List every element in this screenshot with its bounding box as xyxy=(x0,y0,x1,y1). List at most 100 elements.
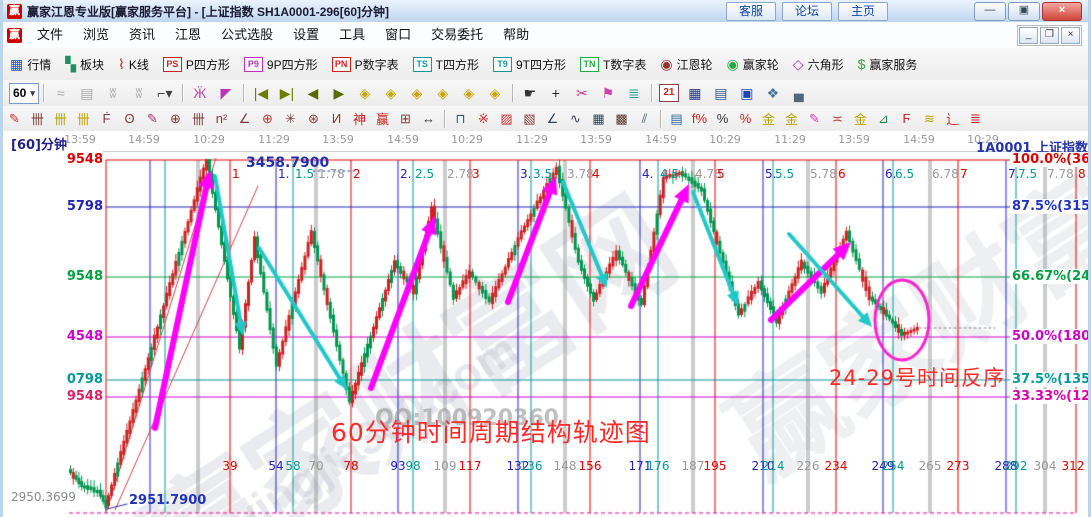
f-percent-icon[interactable]: f% xyxy=(691,111,708,126)
winner-service-button[interactable]: $ 赢家服务 xyxy=(851,56,925,73)
hatch-box-icon[interactable]: ▨ xyxy=(500,110,513,126)
export-icon[interactable]: ❖ xyxy=(766,84,780,101)
print-icon[interactable]: ▄ xyxy=(793,85,804,101)
price-chart-canvas[interactable] xyxy=(3,131,1088,517)
gold-lines-icon[interactable]: 金 xyxy=(784,112,798,127)
frame-tool-icon[interactable]: ⊓ xyxy=(455,110,466,126)
golden-ruler2-icon[interactable]: 卌 xyxy=(76,112,90,127)
zoom-left-icon[interactable]: ◈ xyxy=(359,84,371,101)
menu-help[interactable]: 帮助 xyxy=(503,27,530,42)
mdi-restore-button[interactable]: ❐ xyxy=(1040,27,1059,44)
memo-tool-icon[interactable]: ▤ xyxy=(80,84,94,101)
spiral-icon[interactable]: ʘ xyxy=(124,111,135,126)
blue-grid-icon[interactable]: ≣ xyxy=(970,110,981,126)
star-ray-icon[interactable]: ✳ xyxy=(285,110,296,126)
notebook-icon[interactable]: ▤ xyxy=(714,84,728,101)
color-fan-icon[interactable]: ◤ xyxy=(220,84,232,101)
fib-time-icon[interactable]: Ḟ xyxy=(102,111,111,126)
prev-bar-icon[interactable]: ◀ xyxy=(307,84,319,101)
menu-tools[interactable]: 工具 xyxy=(339,27,366,42)
calculator-icon[interactable]: ▦ xyxy=(688,84,702,101)
pan-hand-icon[interactable]: ☛ xyxy=(523,84,537,101)
winner-wheel-button[interactable]: ◉ 赢家轮 xyxy=(720,56,786,73)
mdi-app-icon[interactable]: 赢 xyxy=(7,27,22,43)
pattern-tool-icon[interactable]: Ӝ xyxy=(193,85,207,101)
next-bar-icon[interactable]: ▶ xyxy=(333,84,345,101)
gann-wheel-button[interactable]: ◉ 江恩轮 xyxy=(653,56,719,73)
kline-button[interactable]: ⌇ K线 xyxy=(111,56,156,73)
sketch-tool-icon[interactable]: ≈ xyxy=(57,85,65,101)
zoom-up-icon[interactable]: ◈ xyxy=(411,84,423,101)
menu-browse[interactable]: 浏览 xyxy=(83,27,110,42)
time-ruler-icon[interactable]: 卌 xyxy=(30,112,44,127)
wave-band-icon[interactable]: ≍ xyxy=(832,110,843,126)
grid-dense-icon[interactable]: ▦ xyxy=(592,110,605,126)
hatch-box2-icon[interactable]: ▧ xyxy=(523,110,536,126)
crosshair-icon[interactable]: + xyxy=(551,85,560,101)
time-comb-icon[interactable]: 卌 xyxy=(191,112,205,127)
percent-table-icon[interactable]: ▤ xyxy=(670,110,683,126)
ying-tool-icon[interactable]: 赢 xyxy=(375,112,389,127)
pink-pen-icon[interactable]: ✎ xyxy=(809,110,820,126)
zoom-right-icon[interactable]: ◈ xyxy=(385,84,397,101)
last-bar-icon[interactable]: ▶| xyxy=(279,84,295,101)
shen-tool-icon[interactable]: 神 xyxy=(352,112,366,127)
zoom-shrink-icon[interactable]: ◈ xyxy=(489,84,501,101)
ray-fan-icon[interactable]: ※ xyxy=(478,110,489,126)
cycle3-tool-icon[interactable]: ʬ xyxy=(109,85,117,101)
cursor-style-icon[interactable]: ⌐▾ xyxy=(157,84,173,101)
flag-tool-icon[interactable]: ⚑ xyxy=(601,84,615,101)
parallel-lines-icon[interactable]: ⫽ xyxy=(641,110,648,126)
gold-circle-icon[interactable]: 金 xyxy=(761,112,775,127)
hexagon-button[interactable]: ◇ 六角形 xyxy=(786,56,851,73)
clock-cycle-icon[interactable]: ⊕ xyxy=(170,110,181,126)
menu-settings[interactable]: 设置 xyxy=(293,27,320,42)
zigzag-icon[interactable]: ∿ xyxy=(570,110,581,126)
cycle9-tool-icon[interactable]: ʬ xyxy=(135,85,143,101)
menu-file[interactable]: 文件 xyxy=(37,27,64,42)
home-button[interactable]: 主页 xyxy=(837,2,888,21)
9p-square-button[interactable]: P9 9P四方形 xyxy=(237,56,325,73)
cut-tool-icon[interactable]: ✂ xyxy=(576,84,588,101)
mdi-minimize-button[interactable]: _ xyxy=(1019,27,1038,44)
menu-trade[interactable]: 交易委托 xyxy=(431,27,484,42)
period-combo[interactable]: 60 ▾ xyxy=(9,82,39,104)
p-square-button[interactable]: PS P四方形 xyxy=(156,56,237,73)
t-number-button[interactable]: TN T数字表 xyxy=(573,56,653,73)
zoom-expand-icon[interactable]: ◈ xyxy=(463,84,475,101)
menu-news[interactable]: 资讯 xyxy=(129,27,156,42)
menu-formula[interactable]: 公式选股 xyxy=(221,27,274,42)
calendar-icon[interactable]: 21 xyxy=(656,83,682,103)
n-square-icon[interactable]: n² xyxy=(215,111,228,126)
9t-square-button[interactable]: T9 9T四方形 xyxy=(486,56,573,73)
trend-lines-icon[interactable]: ∠ xyxy=(546,110,559,126)
forum-button[interactable]: 论坛 xyxy=(781,2,832,21)
spider-web-icon[interactable]: ⊛ xyxy=(308,110,319,126)
menu-window[interactable]: 窗口 xyxy=(385,27,412,42)
n-wave-icon[interactable]: И xyxy=(331,111,342,126)
f-angle-icon[interactable]: Ϝ xyxy=(902,111,911,126)
minimize-button[interactable]: — xyxy=(974,2,1006,21)
t-square-button[interactable]: TS T四方形 xyxy=(406,56,486,73)
menu-gann[interactable]: 江恩 xyxy=(175,27,202,42)
zoom-down-icon[interactable]: ◈ xyxy=(437,84,449,101)
green-angle-icon[interactable]: ⊿ xyxy=(878,110,889,126)
gold-level-icon[interactable]: 金 xyxy=(853,112,867,127)
span-arrow-icon[interactable]: ↔ xyxy=(422,111,435,126)
gold-wave-icon[interactable]: ≋ xyxy=(924,110,935,126)
maximize-button[interactable]: ▣ xyxy=(1008,2,1040,21)
draw-pen-icon[interactable]: ✎ xyxy=(9,110,20,126)
sectors-button[interactable]: ▚ 板块 xyxy=(58,56,111,73)
close-button[interactable]: × xyxy=(1042,2,1082,21)
maze-tool-icon[interactable]: ≣ xyxy=(628,84,640,101)
mdi-close-button[interactable]: × xyxy=(1061,27,1080,44)
percent-line-icon[interactable]: % xyxy=(739,111,752,126)
quotes-button[interactable]: ▦ 行情 xyxy=(3,56,58,73)
p-number-button[interactable]: PN P数字表 xyxy=(325,56,406,73)
grid-123-icon[interactable]: ⊞ xyxy=(400,110,411,126)
angle-ruler-icon[interactable]: ∠ xyxy=(238,110,251,126)
marker-pen-icon[interactable]: ✎ xyxy=(147,110,158,126)
golden-ruler-icon[interactable]: 卌 xyxy=(53,112,67,127)
save-icon[interactable]: ▣ xyxy=(740,84,754,101)
first-bar-icon[interactable]: |◀ xyxy=(253,84,269,101)
